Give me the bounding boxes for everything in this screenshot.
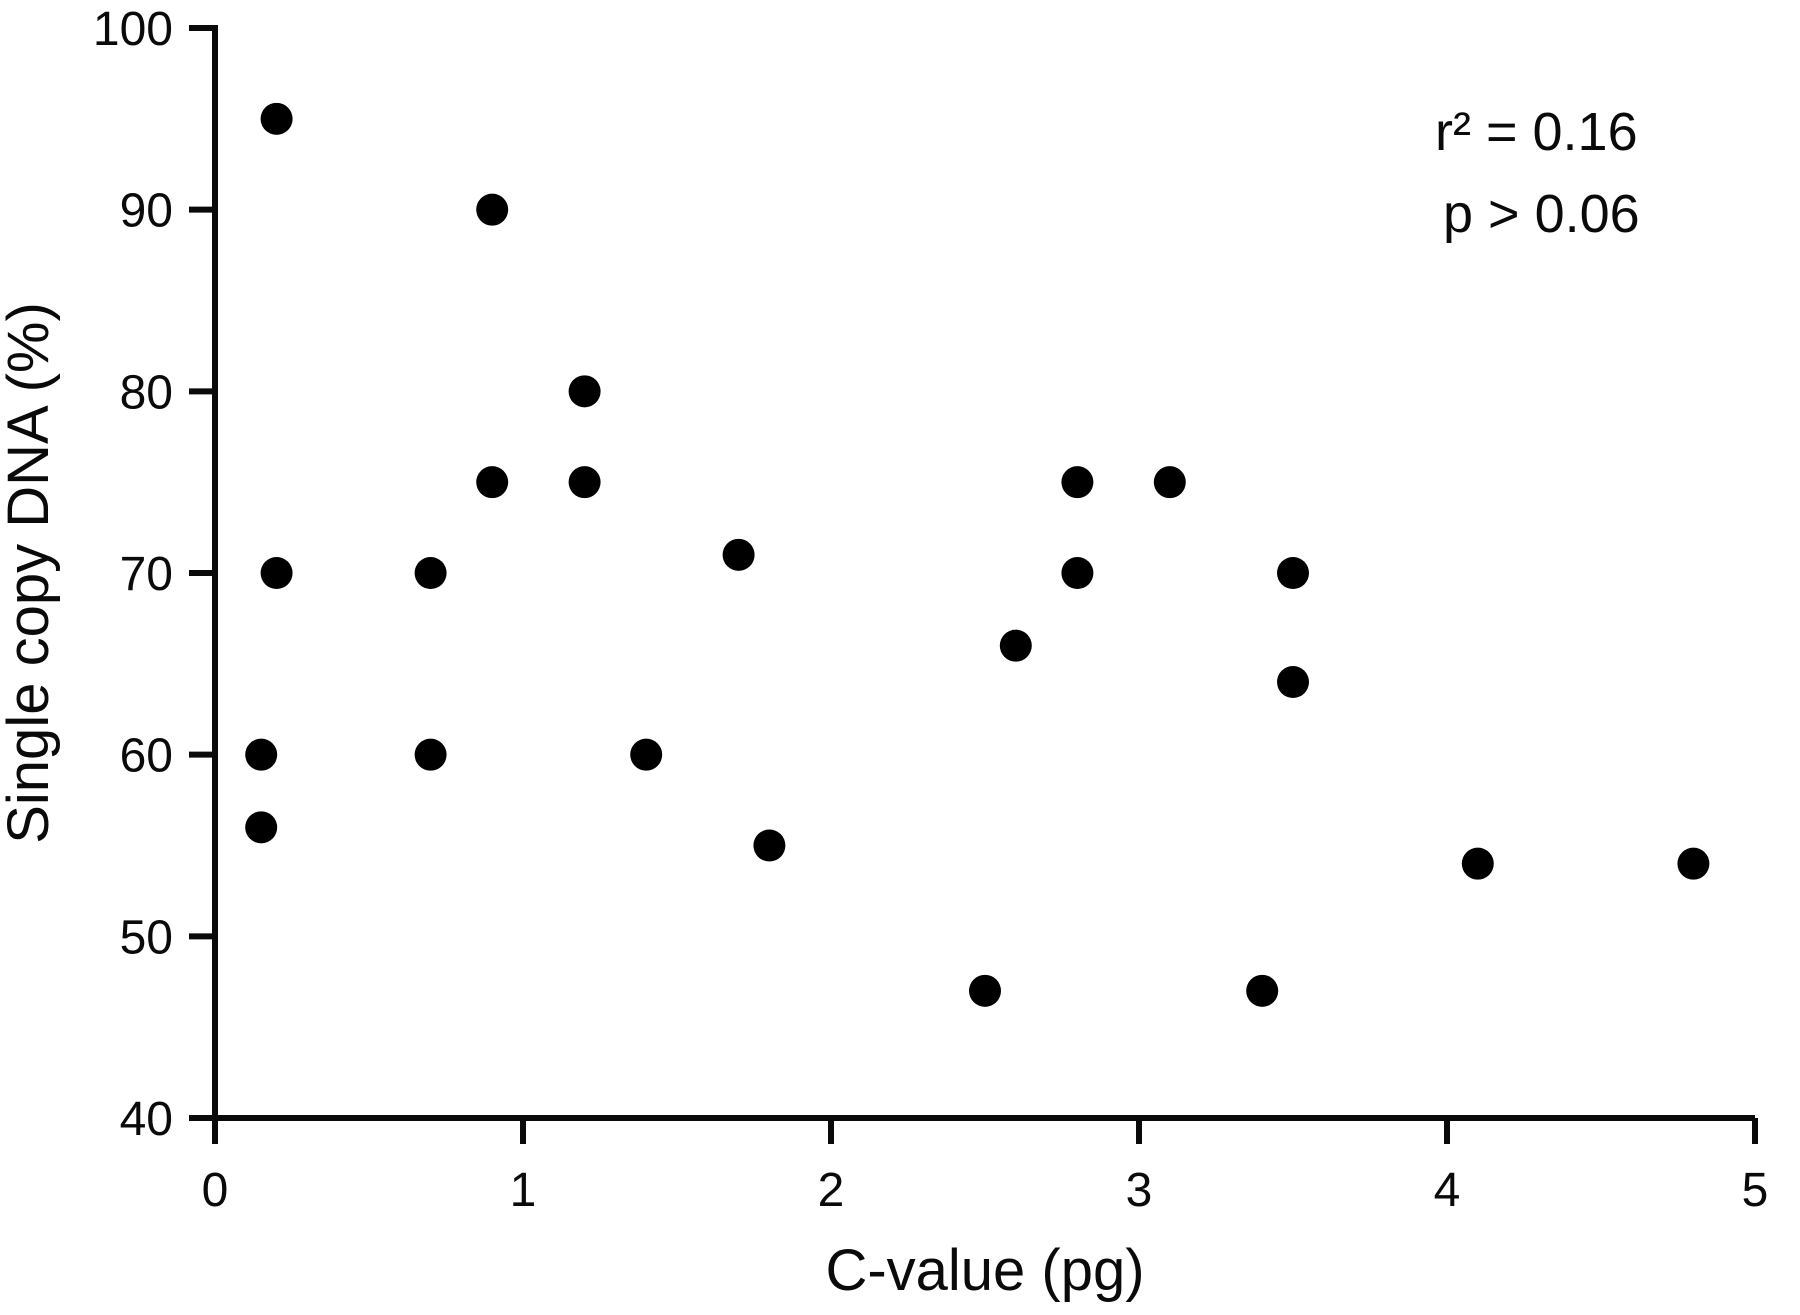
y-tick-label: 100 <box>93 3 173 56</box>
data-point <box>1061 557 1094 589</box>
x-tick-label: 5 <box>1742 1164 1769 1217</box>
data-point <box>245 738 278 771</box>
data-point <box>999 629 1032 662</box>
data-point <box>568 375 601 408</box>
x-axis-title: C-value (pg) <box>825 1238 1144 1303</box>
data-point <box>1277 557 1309 589</box>
y-axis-title: Single copy DNA (%) <box>0 302 61 844</box>
data-point <box>1677 847 1710 880</box>
data-point <box>630 738 663 771</box>
data-point <box>753 829 786 862</box>
y-tick-label: 90 <box>120 185 173 238</box>
data-point <box>476 466 509 499</box>
y-tick-label: 80 <box>120 366 173 419</box>
y-tick-label: 40 <box>120 1093 173 1146</box>
data-point <box>260 557 293 589</box>
y-tick-label: 70 <box>120 548 173 601</box>
data-point <box>722 538 755 571</box>
annotation-p-value: p > 0.06 <box>1443 184 1640 244</box>
data-point <box>260 102 293 135</box>
data-point <box>414 557 447 589</box>
y-tick-label: 60 <box>120 730 173 783</box>
data-point <box>1461 847 1494 880</box>
data-point <box>1153 466 1186 499</box>
data-point <box>568 466 601 499</box>
x-tick-label: 4 <box>1434 1164 1461 1217</box>
data-point <box>476 193 509 226</box>
data-point <box>1061 466 1094 499</box>
data-point <box>1277 666 1309 698</box>
data-point <box>1246 974 1279 1007</box>
plot-area: 0 1 2 3 4 5 40 50 60 70 80 90 100 <box>93 3 1768 1217</box>
x-tick-label: 1 <box>510 1164 537 1217</box>
x-tick-label: 2 <box>818 1164 845 1217</box>
y-tick-label: 50 <box>120 911 173 964</box>
x-tick-label: 3 <box>1126 1164 1153 1217</box>
data-point <box>969 974 1001 1007</box>
x-tick-label: 0 <box>202 1164 229 1217</box>
data-point <box>245 811 278 844</box>
annotation-r-squared: r² = 0.16 <box>1435 102 1638 162</box>
data-point <box>414 738 447 771</box>
